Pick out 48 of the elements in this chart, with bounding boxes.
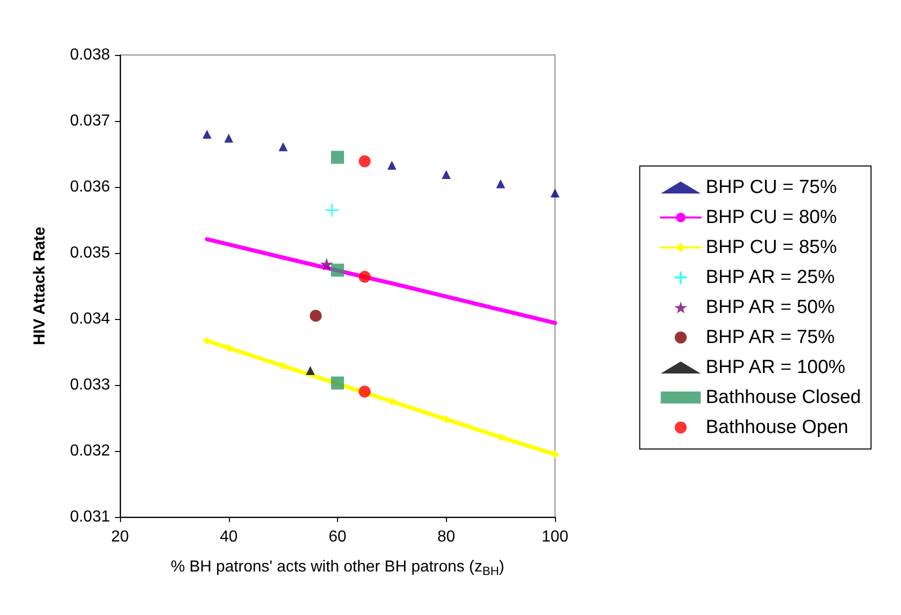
point: [331, 264, 344, 277]
legend-label: BHP AR = 75%: [706, 327, 835, 348]
legend-label: BHP CU = 75%: [706, 177, 837, 198]
point: [331, 376, 344, 390]
legend-label: BHP AR = 100%: [706, 357, 846, 378]
y-tick-label: 0.032: [70, 442, 110, 460]
y-tick-label: 0.035: [70, 244, 110, 262]
point: [224, 134, 234, 143]
point: [550, 188, 560, 198]
point: [324, 202, 340, 218]
point: [551, 450, 559, 458]
legend-label: BHP CU = 80%: [706, 207, 837, 228]
point: [202, 130, 212, 139]
point: [278, 142, 288, 152]
legend-label: BHP AR = 25%: [706, 267, 835, 288]
point: [320, 258, 334, 271]
legend-label: BHP CU = 85%: [706, 237, 837, 258]
point: [224, 344, 233, 352]
y-tick-label: 0.033: [70, 376, 110, 394]
point: [358, 386, 371, 398]
point: [310, 310, 322, 322]
point: [496, 179, 506, 188]
x-tick-label: 80: [437, 528, 456, 546]
point: [331, 150, 344, 164]
x-tick-label: 100: [542, 528, 568, 546]
point: [442, 170, 451, 179]
y-axis-title: HIV Attack Rate: [32, 226, 48, 346]
legend-label: Bathhouse Closed: [706, 387, 862, 408]
point: [306, 366, 315, 375]
legend-label: BHP AR = 50%: [706, 297, 835, 318]
x-tick-label: 60: [328, 528, 346, 546]
x-tick-label: 40: [220, 528, 238, 546]
point: [203, 336, 211, 345]
point: [496, 433, 505, 442]
y-tick-label: 0.034: [70, 310, 110, 328]
point: [279, 362, 288, 370]
y-tick-label: 0.037: [70, 112, 110, 130]
y-tick-label: 0.031: [70, 508, 110, 526]
y-tick-label: 0.038: [70, 46, 110, 64]
line-series: [205, 237, 557, 325]
point: [358, 155, 371, 168]
point: [358, 270, 371, 283]
point: [442, 415, 450, 424]
y-tick-label: 0.036: [70, 178, 110, 196]
point: [387, 160, 396, 170]
x-tick-label: 20: [111, 528, 129, 546]
legend-label: Bathhouse Open: [706, 417, 848, 438]
point: [388, 398, 396, 406]
